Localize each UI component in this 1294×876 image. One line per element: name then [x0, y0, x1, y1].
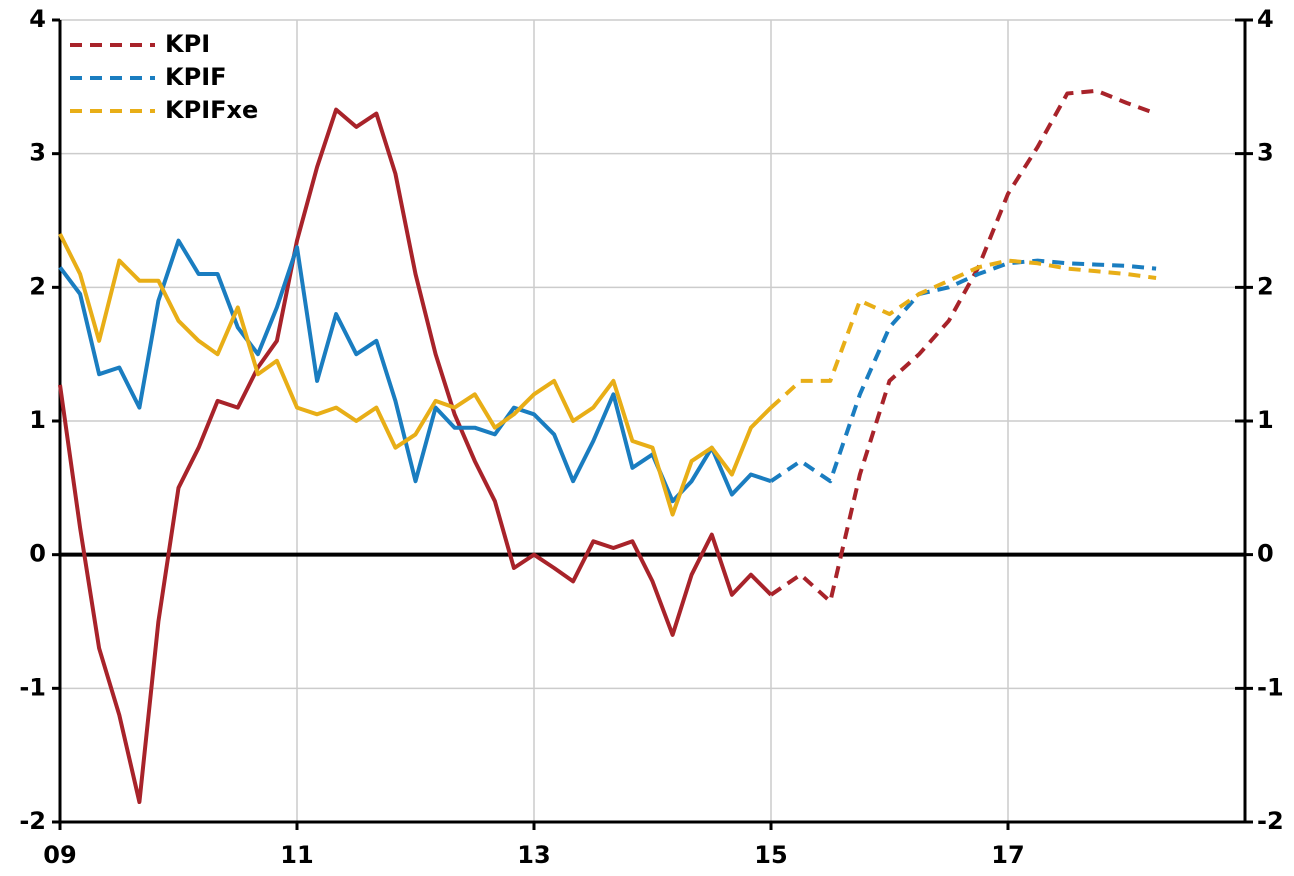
y2-tick-label: 0	[1257, 540, 1274, 568]
y2-tick-label: 2	[1257, 272, 1274, 300]
forecast-line	[769, 258, 1157, 410]
forecast-line	[769, 258, 1157, 484]
series-line	[58, 107, 773, 804]
y-tick-label: 4	[29, 5, 46, 33]
y2-tick-label: 1	[1257, 406, 1274, 434]
legend-label: KPIFxe	[165, 96, 258, 124]
y2-tick-label: 3	[1257, 139, 1274, 167]
y2-tick-label: -2	[1257, 807, 1284, 835]
x-tick-label: 17	[991, 841, 1024, 869]
y-tick-label: 1	[29, 406, 46, 434]
y-tick-label: 2	[29, 272, 46, 300]
y2-tick-label: -1	[1257, 673, 1284, 701]
y-tick-label: 3	[29, 139, 46, 167]
x-tick-label: 13	[517, 841, 550, 869]
x-tick-label: 09	[43, 841, 76, 869]
x-tick-label: 11	[280, 841, 313, 869]
legend-label: KPIF	[165, 63, 227, 91]
x-tick-label: 15	[754, 841, 787, 869]
y-tick-label: -1	[19, 673, 46, 701]
y-tick-label: -2	[19, 807, 46, 835]
forecast-line	[769, 88, 1157, 604]
series-line	[58, 233, 773, 517]
y-tick-label: 0	[29, 540, 46, 568]
legend-label: KPI	[165, 30, 210, 58]
y2-tick-label: 4	[1257, 5, 1274, 33]
